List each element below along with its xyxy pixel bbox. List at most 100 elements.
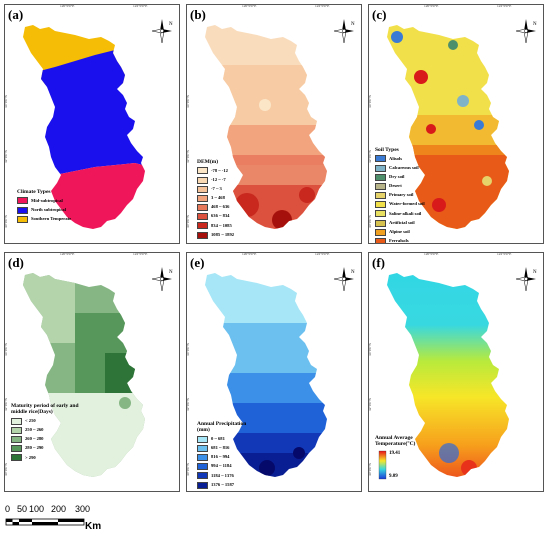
legend-swatch [11,417,22,425]
legend-swatch [197,481,208,489]
legend-swatch [375,155,386,163]
climate-map [23,25,145,229]
legend-swatch [17,206,28,214]
tick-label: 120°0'0"E [242,4,257,8]
legend-label: Calcareous soil [389,164,419,170]
legend-label: 0 ~ 681 [211,435,225,441]
legend-item: Southern Temperate [17,215,72,223]
scale-label: 50 [17,504,28,514]
legend-label: Alpine soil [389,229,410,235]
legend-swatch [197,194,208,202]
scale-label: 100 [29,504,45,514]
legend-item: Alpine soil [375,228,425,236]
climate-legend: Climate Types Mid-subtropical North subtr… [17,189,71,225]
legend-label: < 250 [25,417,36,423]
legend-swatch [375,192,386,200]
legend-label: 260 ~ 280 [25,436,44,442]
legend-swatch [11,436,22,443]
legend-label: North subtropical [31,206,67,212]
temperature-color-ramp [378,450,387,480]
north-arrow-icon: N [333,266,355,292]
panel-label: (c) [372,7,387,22]
tick-label: 122°0'0"E [497,252,512,256]
legend-label: Artificial soil [389,219,415,225]
legend-label: 1085 ~ 1892 [211,231,235,237]
legend-title: DEM(m) [197,159,219,165]
legend-swatch [375,219,386,227]
tick-label: 120°0'0"E [60,252,75,256]
legend-label: 1184 ~ 1376 [211,472,234,478]
legend-item: -12 ~ -7 [197,176,234,184]
north-arrow-icon: N [333,18,355,44]
legend-swatch [375,228,386,236]
tick-label: 120°0'0"E [424,252,439,256]
north-arrow-icon: N [151,266,173,292]
legend-min-label: 9.09 [389,474,398,479]
panel-e-precipitation: (e) 120°0'0"E 122°0'0"E 34°0'0"N 32°0'0"… [186,252,362,492]
legend-item: 834 ~ 1085 [197,222,234,230]
legend-item: Artificial soil [375,219,425,227]
legend-label: Mid-subtropical [31,197,63,203]
legend-item: 280 ~ 290 [11,445,79,453]
legend-item: 681 ~ 816 [197,444,257,452]
legend-swatch [375,164,386,172]
svg-text:N: N [533,22,537,27]
legend-title: Climate Types [17,189,51,195]
panel-d-maturity: (d) 120°0'0"E 122°0'0"E 34°0'0"N 32°0'0"… [4,252,180,492]
legend-item: Ferralsols [375,238,425,243]
precipitation-map [205,273,327,477]
temperature-map [378,273,509,480]
legend-label: Water-formed soil [389,201,425,207]
legend-swatch [197,454,208,461]
maturity-legend: Maturity period of early and middle rice… [11,403,79,464]
legend-swatch [375,182,386,190]
scale-label: 200 [51,504,67,514]
panel-f-temperature: (f) 120°0'0"E 122°0'0"E 34°0'0"N 32°0'0"… [368,252,544,492]
legend-label: 468 ~ 636 [211,204,230,210]
legend-label: 681 ~ 816 [211,445,230,451]
legend-label: Southern Temperate [31,215,72,221]
legend-label: -12 ~ -7 [211,176,226,182]
legend-label: 250 ~ 260 [25,427,44,433]
legend-label: -78 ~ -12 [211,167,228,173]
scale-label: 300 [75,504,91,514]
panel-a-climate: (a) 120°0'0"E 122°0'0"E 34°0'0"N 32°0'0"… [4,4,180,244]
scale-label: 0 [5,504,11,514]
legend-item: Dry soil [375,173,425,181]
svg-text:N: N [169,270,173,275]
legend-item: 260 ~ 280 [11,436,79,443]
legend-item: 1184 ~ 1376 [197,472,257,480]
legend-item: 994 ~ 1184 [197,463,257,471]
legend-swatch [197,231,208,239]
tick-label: 122°0'0"E [133,252,148,256]
panel-label: (e) [190,255,205,270]
legend-label: > 290 [25,454,36,460]
tick-label: 120°0'0"E [424,4,439,8]
legend-item: Saline-alkali soil [375,210,425,218]
soil-legend: Soil Types Alisols Calcareous soil Dry soi… [375,147,425,243]
legend-swatch [197,444,208,452]
legend-swatch [17,197,28,205]
legend-swatch [17,215,28,223]
legend-swatch [11,445,22,453]
legend-item: -78 ~ -12 [197,167,234,175]
temperature-legend: Annual Average Temperature(°C) [375,435,445,450]
legend-item: 1085 ~ 1892 [197,231,235,239]
legend-label: Primary soil [389,192,414,198]
legend-label: Desert [389,183,402,189]
legend-item: > 290 [11,454,79,462]
panel-label: (b) [190,7,206,22]
legend-title: Annual Average Temperature(°C) [375,435,416,448]
legend-swatch [375,238,386,243]
legend-swatch [375,201,386,209]
legend-label: 280 ~ 290 [25,445,44,451]
legend-item: Alisols [375,155,425,163]
legend-item: 1376 ~ 1587 [197,481,257,489]
legend-swatch [197,490,208,491]
legend-swatch [197,463,208,471]
legend-title: Soil Types [375,147,399,153]
legend-item: Calcareous soil [375,164,425,172]
legend-item: -7 ~ 3 [197,185,234,193]
legend-item: 636 ~ 834 [197,213,234,221]
panel-label: (a) [8,7,24,22]
